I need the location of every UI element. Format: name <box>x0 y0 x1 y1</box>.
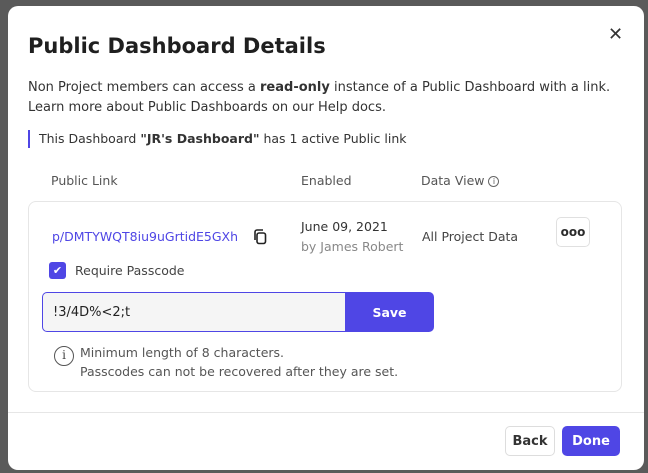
close-icon[interactable]: ✕ <box>608 24 624 45</box>
passcode-input[interactable] <box>42 292 346 332</box>
note-text: This Dashboard <box>39 131 141 146</box>
header-data-view-label: Data View <box>421 173 485 188</box>
dialog-title: Public Dashboard Details <box>28 34 326 58</box>
enabled-date: June 09, 2021 <box>301 219 388 234</box>
active-links-note: This Dashboard "JR's Dashboard" has 1 ac… <box>28 130 406 148</box>
public-link[interactable]: p/DMTYWQT8iu9uGrtidE5GXh <box>52 229 239 244</box>
footer-divider <box>8 412 644 413</box>
desc-text: instance of a Public Dashboard with a li… <box>329 80 611 95</box>
desc-text: Non Project members can access a <box>28 80 261 95</box>
hint-line: Passcodes can not be recovered after the… <box>80 364 399 379</box>
copy-icon[interactable] <box>253 229 267 245</box>
enabled-by: by James Robert <box>301 239 404 254</box>
save-button[interactable]: Save <box>345 292 434 332</box>
help-docs-text: Learn more about Public Dashboards on ou… <box>28 100 386 115</box>
passcode-hint: Minimum length of 8 characters. Passcode… <box>80 343 398 381</box>
done-button[interactable]: Done <box>562 426 620 456</box>
info-icon: i <box>54 346 74 366</box>
require-passcode-label: Require Passcode <box>75 263 185 278</box>
note-text: has 1 active Public link <box>259 131 407 146</box>
info-icon[interactable]: i <box>488 176 500 187</box>
require-passcode-checkbox[interactable]: ✔ <box>49 262 66 279</box>
public-dashboard-dialog: Public Dashboard Details ✕ Non Project m… <box>8 6 644 470</box>
dashboard-name: "JR's Dashboard" <box>140 131 260 146</box>
desc-bold: read-only <box>260 80 330 95</box>
data-view-value: All Project Data <box>422 229 519 244</box>
header-public-link: Public Link <box>51 173 118 188</box>
back-button[interactable]: Back <box>505 426 555 456</box>
more-options-button[interactable]: ooo <box>556 217 590 247</box>
public-link-card: p/DMTYWQT8iu9uGrtidE5GXh June 09, 2021 b… <box>28 201 622 392</box>
dialog-description: Non Project members can access a read-on… <box>28 78 610 118</box>
hint-line: Minimum length of 8 characters. <box>80 345 285 360</box>
header-data-view: Data View i <box>421 173 500 188</box>
header-enabled: Enabled <box>301 173 352 188</box>
